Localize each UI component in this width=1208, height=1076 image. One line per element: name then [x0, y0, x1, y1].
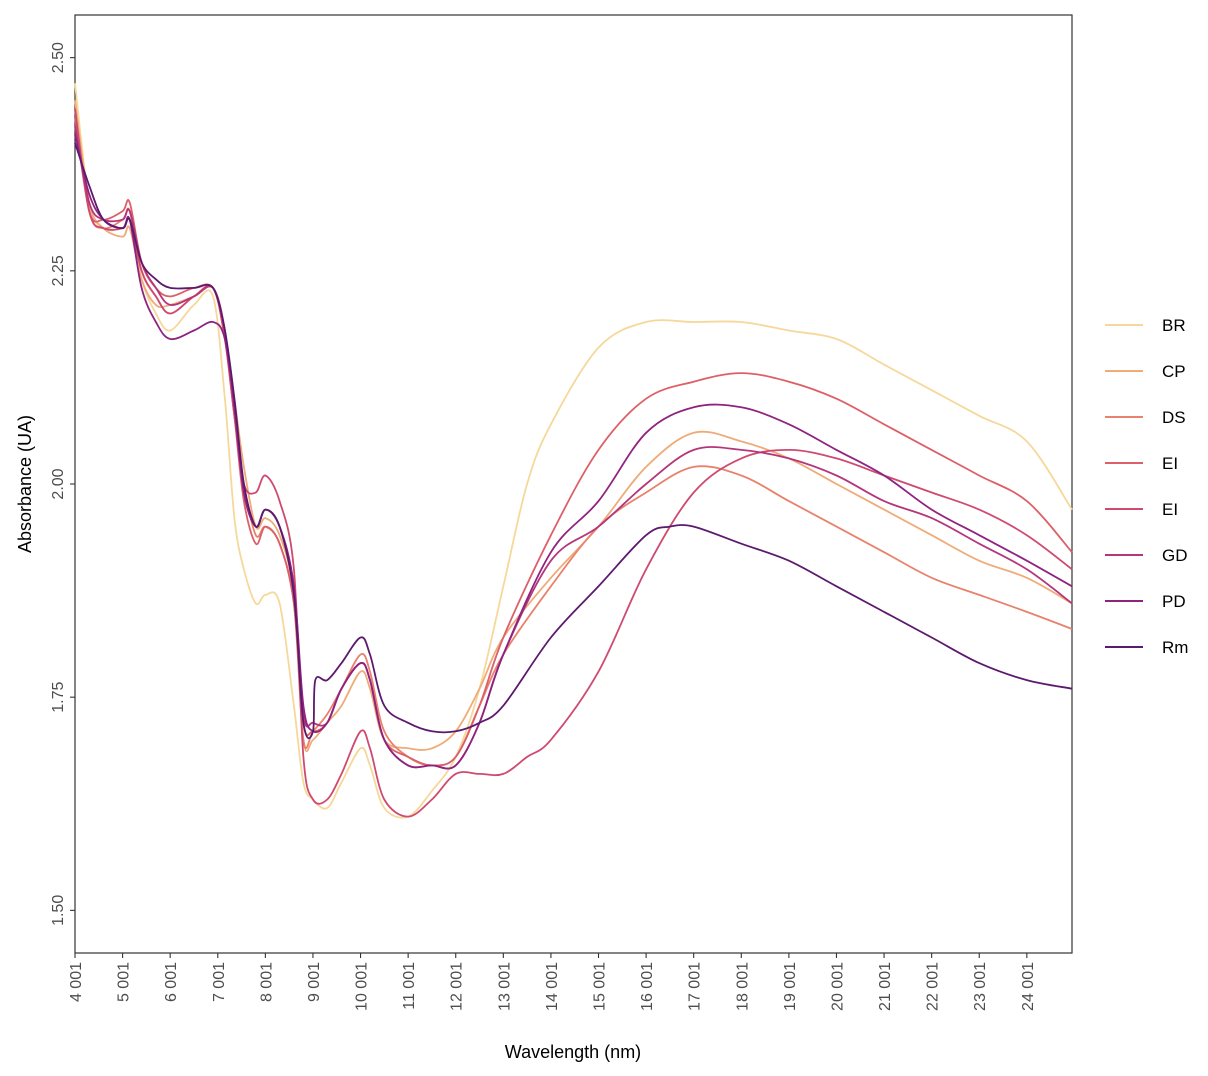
x-tick-label: 5 001 — [116, 962, 133, 1002]
x-tick-label: 11 001 — [401, 962, 418, 1010]
y-axis: 1.50 1.75 2.00 2.25 2.50 — [50, 42, 75, 926]
y-tick-label: 1.75 — [50, 682, 67, 713]
x-tick-label: 19 001 — [782, 962, 799, 1011]
x-tick-label: 24 001 — [1020, 962, 1037, 1011]
x-axis-title: Wavelength (nm) — [505, 1042, 641, 1062]
y-tick-label: 2.25 — [50, 255, 67, 286]
x-tick-label: 20 001 — [829, 962, 846, 1011]
x-tick-label: 12 001 — [449, 962, 466, 1011]
x-tick-label: 22 001 — [925, 962, 942, 1011]
x-tick-label: 7 001 — [211, 962, 228, 1002]
x-tick-label: 6 001 — [163, 962, 180, 1002]
legend-label: EI — [1162, 454, 1178, 473]
legend-label: GD — [1162, 546, 1188, 565]
x-tick-label: 10 001 — [354, 962, 371, 1011]
y-axis-title: Absorbance (UA) — [15, 415, 35, 553]
x-tick-label: 17 001 — [687, 962, 704, 1011]
x-tick-label: 23 001 — [972, 962, 989, 1011]
x-tick-label: 15 001 — [592, 962, 609, 1011]
x-tick-label: 13 001 — [496, 962, 513, 1011]
legend-label: CP — [1162, 362, 1186, 381]
legend: BR CP DS EI EI GD PD Rm — [1105, 316, 1188, 657]
x-tick-label: 4 001 — [68, 962, 85, 1002]
x-tick-label: 8 001 — [258, 962, 275, 1002]
legend-label: EI — [1162, 500, 1178, 519]
legend-label: Rm — [1162, 638, 1188, 657]
series-layer — [74, 83, 1073, 819]
x-axis: 4 001 5 001 6 001 7 001 8 001 9 001 10 001 11 0… — [68, 953, 1037, 1011]
series-line-br-0 — [74, 83, 1073, 819]
x-tick-label: 9 001 — [306, 962, 323, 1002]
series-line-rm-7 — [74, 142, 1073, 740]
series-line-cp-1 — [74, 100, 1073, 753]
x-tick-label: 14 001 — [544, 962, 561, 1011]
plot-panel — [74, 14, 1073, 954]
y-tick-label: 2.50 — [50, 42, 67, 73]
series-line-ei-4 — [74, 108, 1073, 818]
series-line-pd-6 — [74, 134, 1073, 770]
x-tick-label: 21 001 — [877, 962, 894, 1011]
x-tick-label: 18 001 — [734, 962, 751, 1011]
legend-label: BR — [1162, 316, 1186, 335]
y-tick-label: 2.00 — [50, 468, 67, 499]
y-tick-label: 1.50 — [50, 895, 67, 926]
x-tick-label: 16 001 — [639, 962, 656, 1011]
legend-label: PD — [1162, 592, 1186, 611]
legend-label: DS — [1162, 408, 1186, 427]
